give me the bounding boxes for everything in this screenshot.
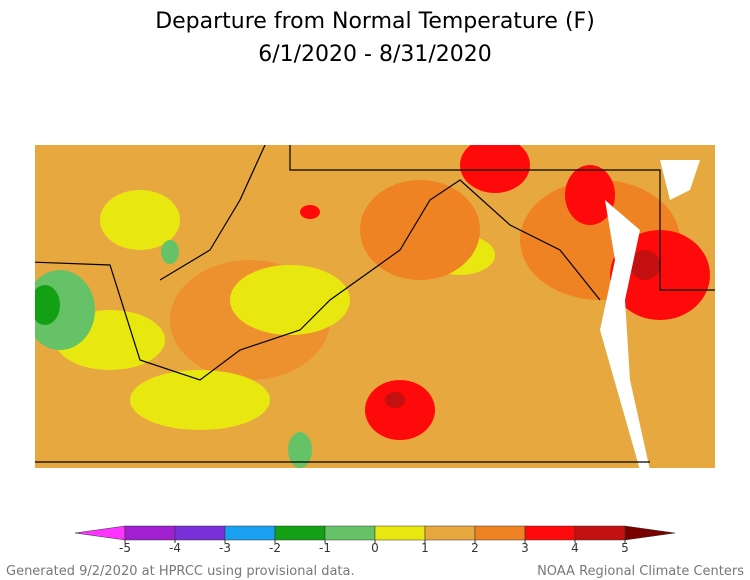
footer-right: NOAA Regional Climate Centers bbox=[537, 564, 744, 579]
colorbar-segment bbox=[374, 525, 426, 541]
colorbar-tick-label: -4 bbox=[169, 541, 181, 555]
colorbar-segment bbox=[174, 525, 226, 541]
colorbar-segment bbox=[574, 525, 626, 541]
colorbar-tick-label: -5 bbox=[119, 541, 131, 555]
colorbar-segment bbox=[324, 525, 376, 541]
colorbar-arrow-high bbox=[624, 525, 676, 541]
colorbar-tick-label: -1 bbox=[319, 541, 331, 555]
subtitle: 6/1/2020 - 8/31/2020 bbox=[258, 42, 492, 67]
colorbar: -5 -4 -3 -2 -1 0 1 2 3 4 5 bbox=[74, 525, 676, 555]
colorbar-segment bbox=[124, 525, 176, 541]
colorbar-arrow-low bbox=[74, 525, 126, 541]
title: Departure from Normal Temperature (F) bbox=[155, 9, 595, 34]
colorbar-segment bbox=[274, 525, 326, 541]
footer-left: Generated 9/2/2020 at HPRCC using provis… bbox=[6, 564, 355, 579]
colorbar-segment bbox=[474, 525, 526, 541]
colorbar-tick-label: -2 bbox=[269, 541, 281, 555]
colorbar-tick-label: -3 bbox=[219, 541, 231, 555]
colorbar-segment bbox=[224, 525, 276, 541]
colorbar-segment bbox=[424, 525, 476, 541]
colorbar-tick-label: 1 bbox=[421, 541, 429, 555]
colorbar-tick-label: 0 bbox=[371, 541, 379, 555]
colorbar-tick-label: 4 bbox=[571, 541, 579, 555]
colorbar-tick-label: 2 bbox=[471, 541, 479, 555]
colorbar-segment bbox=[524, 525, 576, 541]
colorbar-tick-label: 3 bbox=[521, 541, 529, 555]
map bbox=[35, 145, 715, 468]
colorbar-tick-label: 5 bbox=[621, 541, 629, 555]
